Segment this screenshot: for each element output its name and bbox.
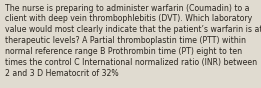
Text: The nurse is preparing to administer warfarin (Coumadin) to a
client with deep v: The nurse is preparing to administer war…: [5, 4, 261, 78]
